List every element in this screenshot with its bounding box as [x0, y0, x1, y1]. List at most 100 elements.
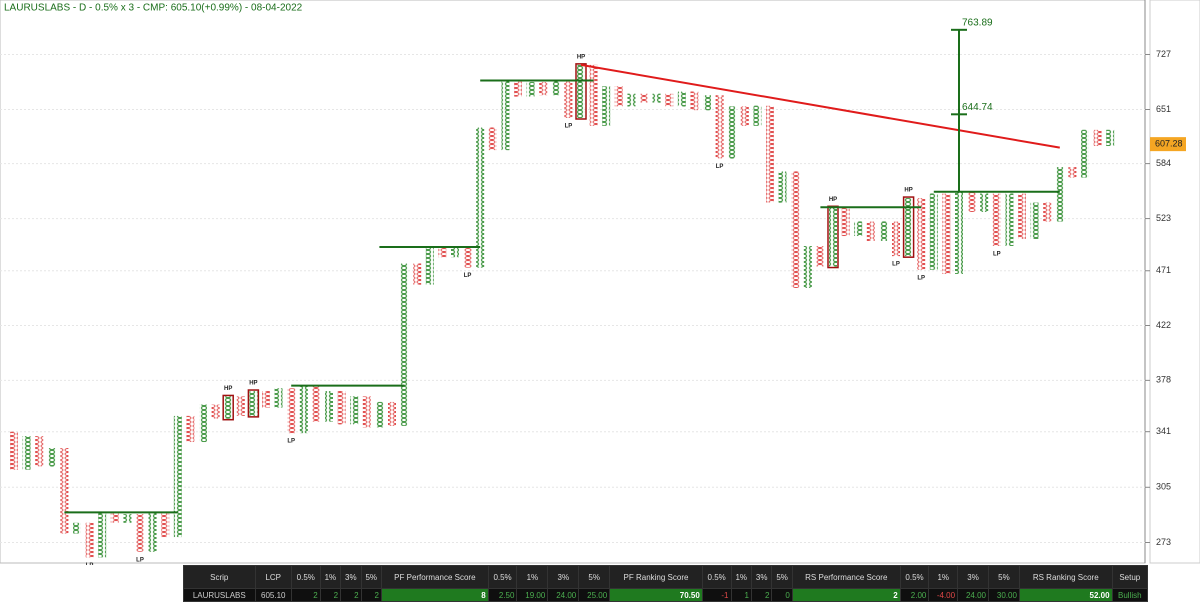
- x-column: [47, 448, 56, 467]
- table-cell: 0: [771, 588, 793, 602]
- table-cell: 52.00: [1018, 588, 1113, 602]
- table-cell: 30.00: [988, 588, 1020, 602]
- chart: LAURUSLABS - D - 0.5% x 3 - CMP: 605.10(…: [0, 0, 1200, 565]
- pivot-label: HP: [249, 381, 257, 387]
- o-column: [740, 106, 749, 126]
- x-column: [350, 396, 359, 425]
- o-column: [287, 388, 296, 434]
- table-cell: 8: [381, 588, 489, 602]
- y-tick-label: 341: [1156, 426, 1171, 436]
- o-column: [60, 448, 69, 534]
- o-column: [841, 207, 850, 237]
- x-column: [703, 95, 711, 111]
- o-column: [866, 221, 875, 241]
- pivot-label: LP: [136, 557, 144, 563]
- x-column: [1005, 193, 1014, 246]
- y-tick-label: 651: [1156, 104, 1171, 114]
- x-column: [375, 401, 384, 428]
- x-column: [728, 106, 737, 159]
- o-column: [614, 86, 623, 107]
- table-cell: 5%: [771, 565, 793, 589]
- table-cell: 2: [360, 588, 383, 602]
- x-column: [577, 64, 585, 118]
- o-column: [1043, 202, 1052, 222]
- o-column: [35, 436, 44, 467]
- chart-title: LAURUSLABS - D - 0.5% x 3 - CMP: 605.10(…: [4, 3, 303, 14]
- table-cell: 24.00: [957, 588, 989, 602]
- x-column: [425, 247, 434, 285]
- x-column: [904, 198, 913, 257]
- table-cell: 2: [340, 588, 362, 602]
- pivot-label: HP: [224, 386, 232, 392]
- o-column: [488, 127, 497, 151]
- table-cell: 5%: [988, 565, 1020, 589]
- x-column: [854, 221, 863, 237]
- o-column: [236, 396, 245, 416]
- x-column: [476, 127, 485, 268]
- table-cell: 0.5%: [487, 565, 518, 589]
- x-column: [123, 514, 132, 523]
- table-cell: 3%: [750, 565, 773, 589]
- table-cell: Setup: [1111, 565, 1149, 589]
- o-column: [262, 391, 270, 408]
- o-column: [463, 247, 472, 268]
- y-tick-label: 422: [1156, 320, 1171, 330]
- o-column: [640, 93, 648, 103]
- table-cell: 0.5%: [701, 565, 732, 589]
- x-column: [400, 263, 409, 426]
- table-cell: RS Performance Score: [791, 565, 901, 589]
- table-cell: -4.00: [928, 588, 959, 602]
- trend-line: [580, 63, 1060, 149]
- table-cell: 1%: [730, 565, 752, 589]
- o-column: [1018, 193, 1026, 240]
- x-column: [955, 191, 963, 274]
- y-tick-label: 727: [1156, 49, 1171, 59]
- table-cell: 605.10: [254, 588, 292, 602]
- o-column: [917, 198, 926, 270]
- pivot-box: [222, 394, 234, 421]
- table-cell: 1: [730, 588, 752, 602]
- pivot-label: HP: [904, 188, 912, 194]
- table-cell: Bullish: [1111, 588, 1149, 602]
- o-column: [312, 385, 321, 422]
- x-column: [22, 436, 31, 470]
- y-tick-label: 523: [1156, 213, 1171, 223]
- o-column: [715, 95, 724, 159]
- table-cell: 1%: [319, 565, 342, 589]
- o-column: [791, 171, 800, 288]
- x-column: [652, 93, 661, 103]
- table-cell: PF Ranking Score: [609, 565, 703, 589]
- table-cell: 19.00: [516, 588, 549, 602]
- table-cell: 0.5%: [899, 565, 930, 589]
- x-column: [677, 91, 686, 107]
- table-cell: 0.5%: [290, 565, 321, 589]
- x-column: [778, 171, 787, 203]
- pivot-label: LP: [565, 124, 573, 130]
- o-column: [337, 391, 346, 425]
- x-column: [803, 245, 812, 288]
- table-cell: 3%: [340, 565, 362, 589]
- table-cell: PF Performance Score: [381, 565, 489, 589]
- x-column: [753, 105, 762, 126]
- table-cell: 1%: [516, 565, 549, 589]
- pivot-label: HP: [577, 54, 585, 60]
- price-tag: [1150, 137, 1186, 152]
- x-column: [829, 207, 837, 267]
- table-cell: 2: [319, 588, 342, 602]
- o-column: [186, 415, 195, 443]
- table-cell: 2: [290, 588, 321, 602]
- o-column: [589, 64, 598, 126]
- table-cell: Scrip: [183, 565, 256, 589]
- x-column: [980, 193, 989, 212]
- pivot-label: HP: [829, 197, 837, 203]
- x-column: [148, 512, 157, 552]
- axis-panel: [1149, 0, 1200, 564]
- x-column: [173, 415, 182, 538]
- y-tick-label: 305: [1156, 482, 1171, 492]
- table-cell: 3%: [957, 565, 989, 589]
- y-tick-label: 273: [1156, 537, 1171, 547]
- x-column: [224, 396, 233, 419]
- x-column: [1106, 129, 1115, 147]
- plot-area: [0, 0, 1146, 564]
- target-label: 644.74: [962, 102, 993, 113]
